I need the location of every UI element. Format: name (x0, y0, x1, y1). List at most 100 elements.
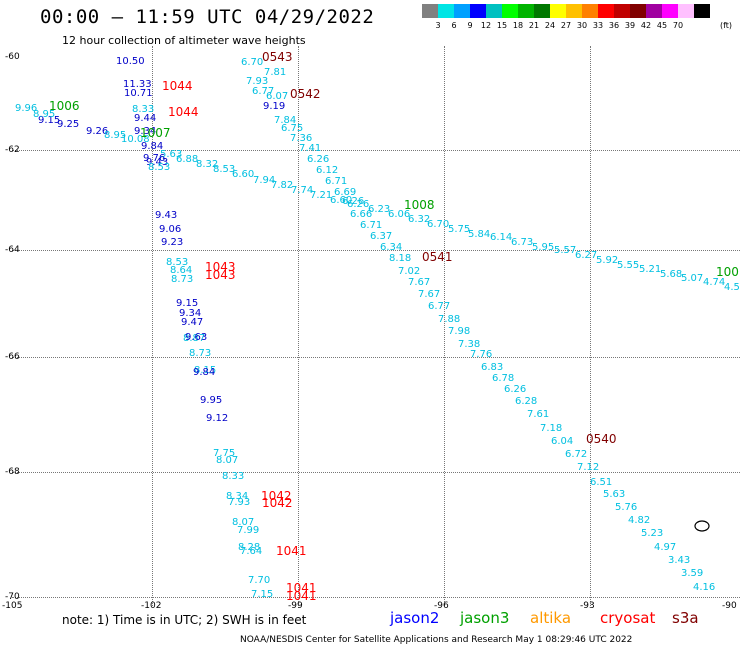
wave-height-value: 4.16 (693, 582, 716, 593)
lat-label: -66 (5, 352, 20, 362)
legend-swatch (422, 4, 438, 18)
wave-height-value: 8.32 (196, 159, 219, 170)
gridline-lon (152, 46, 153, 606)
lat-label: -60 (5, 52, 20, 62)
wave-height-value: 8.34 (226, 491, 249, 502)
wave-height-value: 8.73 (171, 274, 194, 285)
wave-height-value: 6.06 (388, 209, 411, 220)
credit-line: NOAA/NESDIS Center for Satellite Applica… (240, 635, 633, 645)
wave-height-value: 6.70 (241, 57, 264, 68)
lat-label: -70 (5, 592, 20, 602)
wave-height-value: 8.53 (148, 162, 171, 173)
wave-height-value: 9.63 (185, 332, 208, 343)
wave-height-value: 5.95 (532, 242, 555, 253)
wave-height-value: 9.06 (159, 224, 182, 235)
legend-label: 6 (451, 21, 457, 30)
lon-label: -105 (2, 601, 23, 611)
wave-height-value: 7.88 (438, 314, 461, 325)
gridline-lon (298, 46, 299, 606)
legend-swatch (630, 4, 646, 18)
wave-height-value: 5.75 (448, 224, 471, 235)
wave-height-value: 5.07 (681, 273, 704, 284)
wave-height-value: 6.51 (590, 477, 613, 488)
legend-swatch (582, 4, 598, 18)
gridline-lat (12, 150, 740, 151)
legend-swatch (550, 4, 566, 18)
wave-height-value: 7.99 (237, 525, 260, 536)
wave-height-value: 7.82 (271, 180, 294, 191)
legend-label: 24 (544, 21, 556, 30)
wave-height-value: 9.44 (134, 113, 157, 124)
wave-height-value: 6.34 (380, 242, 403, 253)
wave-height-value: 9.84 (141, 141, 164, 152)
wave-height-value: 8.28 (238, 542, 261, 553)
legend-label: 36 (608, 21, 620, 30)
wave-height-value: 7.76 (470, 349, 493, 360)
wave-height-value: 6.77 (252, 86, 275, 97)
pass-time-label: 0543 (262, 50, 293, 64)
legend-label: 45 (656, 21, 668, 30)
wave-height-value: 8.33 (222, 471, 245, 482)
wave-height-value: 6.14 (490, 232, 513, 243)
sat-jason2: jason2 (390, 609, 440, 627)
wave-height-value: 5.92 (596, 255, 619, 266)
wave-height-value: 7.36 (290, 133, 313, 144)
wave-height-value: 8.73 (189, 348, 212, 359)
legend-label: 3 (435, 21, 441, 30)
wave-height-value: 8.15 (194, 365, 217, 376)
pass-time-label: 1042 (261, 489, 292, 503)
legend-swatch (438, 4, 454, 18)
sat-altika: altika (530, 609, 572, 627)
wave-height-value: 6.27 (575, 250, 598, 261)
wave-height-value: 7.12 (577, 462, 600, 473)
wave-height-value: 8.95 (104, 130, 127, 141)
legend-label: 42 (640, 21, 652, 30)
wave-height-value: 7.93 (246, 76, 269, 87)
lon-label: -93 (580, 601, 595, 611)
wave-height-value: 5.55 (617, 260, 640, 271)
legend-label: 21 (528, 21, 540, 30)
wave-height-value: 6.71 (325, 176, 348, 187)
wave-height-value: 6.26 (307, 154, 330, 165)
legend-label: 15 (496, 21, 508, 30)
wave-height-value: 7.15 (251, 589, 274, 600)
legend-label: 30 (576, 21, 588, 30)
wave-height-value: 4.82 (628, 515, 651, 526)
wave-height-value: 6.07 (266, 91, 289, 102)
wave-height-value: 9.43 (146, 157, 169, 168)
wave-height-value: 8.53 (213, 164, 236, 175)
legend-swatch (454, 4, 470, 18)
sat-s3a: s3a (672, 609, 699, 627)
wave-height-value: 7.61 (527, 409, 550, 420)
pass-time-label: 0542 (290, 87, 321, 101)
wave-height-value: 9.47 (181, 317, 204, 328)
wave-height-value: 8.33 (132, 104, 155, 115)
wave-height-value: 8.64 (170, 265, 193, 276)
wave-height-value: 6.70 (427, 219, 450, 230)
legend-swatch (678, 4, 694, 18)
wave-height-value: 9.76 (143, 153, 166, 164)
pass-time-label: 1008 (404, 198, 435, 212)
sat-cryosat: cryosat (600, 609, 656, 627)
wave-height-value: 6.73 (511, 237, 534, 248)
pass-time-label: 1044 (168, 105, 199, 119)
wave-height-value: 5.23 (641, 528, 664, 539)
legend-swatch (662, 4, 678, 18)
wave-height-value: 6.28 (515, 396, 538, 407)
pass-time-label: 1041 (276, 544, 307, 558)
lat-label: -62 (5, 145, 20, 155)
wave-height-value: 6.71 (360, 220, 383, 231)
lon-label: -90 (722, 601, 737, 611)
legend-label: 12 (480, 21, 492, 30)
legend-swatch (502, 4, 518, 18)
wave-height-value: 7.02 (398, 266, 421, 277)
wave-height-value: 6.88 (176, 154, 199, 165)
wave-height-value: 7.41 (299, 143, 322, 154)
legend-label: 39 (624, 21, 636, 30)
legend-label: 70 (672, 21, 684, 30)
wave-height-value: 6.23 (368, 204, 391, 215)
wave-height-value: 6.26 (342, 196, 365, 207)
pass-time-label: 0540 (586, 432, 617, 446)
legend-swatch (694, 4, 710, 18)
